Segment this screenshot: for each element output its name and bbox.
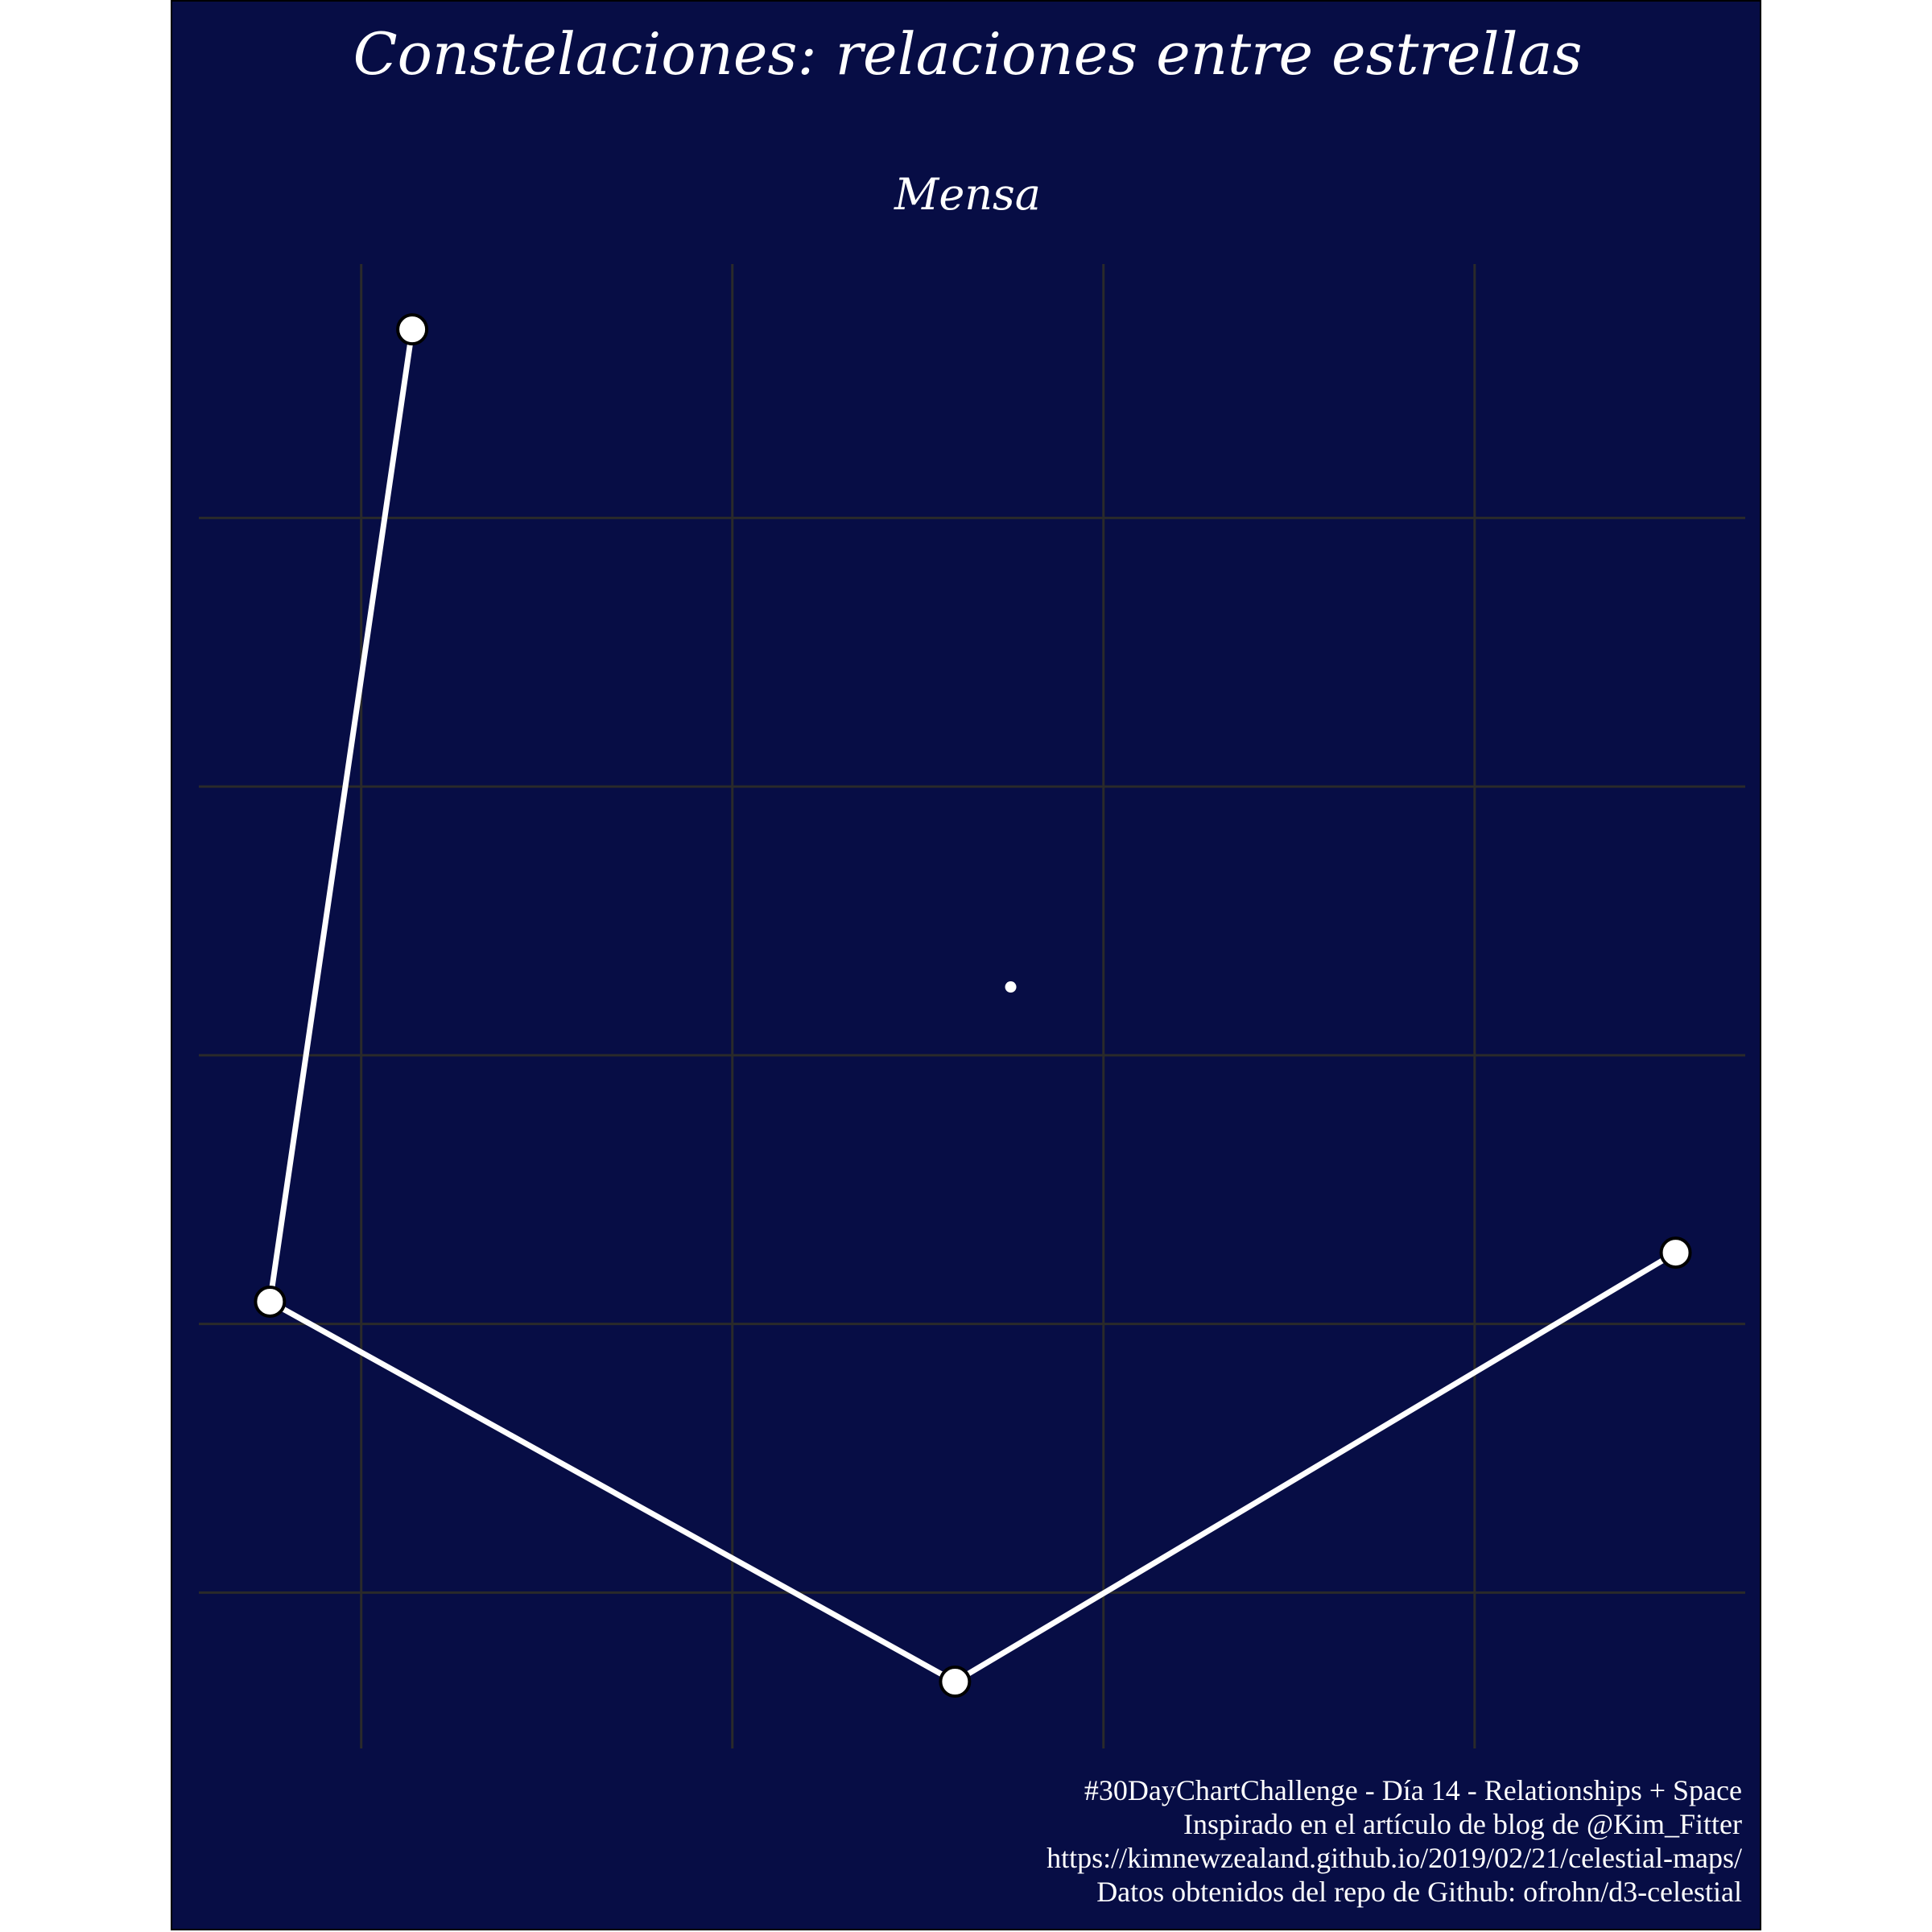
caption-line-2: Inspirado en el artículo de blog de @Kim…	[1183, 1808, 1742, 1840]
stars	[254, 313, 1692, 1699]
constellation-line-2	[266, 1298, 958, 1685]
star-5	[1005, 981, 1017, 993]
caption-line-3: https://kimnewzealand.github.io/2019/02/…	[1046, 1842, 1742, 1874]
chart-panel: Constelaciones: relaciones entre estrell…	[171, 0, 1761, 1930]
chart-title: Constelaciones: relaciones entre estrell…	[353, 20, 1583, 88]
caption-line-1: #30DayChartChallenge - Día 14 - Relation…	[1084, 1774, 1742, 1806]
star-3	[939, 1666, 972, 1699]
star-1	[396, 313, 429, 346]
star-2	[254, 1285, 287, 1318]
constellation-line-3	[952, 1249, 1679, 1685]
caption-line-4: Datos obtenidos del repo de Github: ofro…	[1096, 1876, 1742, 1908]
constellation-lines	[266, 326, 1679, 1685]
grid	[199, 264, 1745, 1748]
chart-subtitle: Mensa	[894, 169, 1041, 220]
star-4	[1659, 1236, 1692, 1269]
constellation-line-1	[266, 326, 415, 1305]
constellation-chart: Constelaciones: relaciones entre estrell…	[199, 20, 1745, 1908]
